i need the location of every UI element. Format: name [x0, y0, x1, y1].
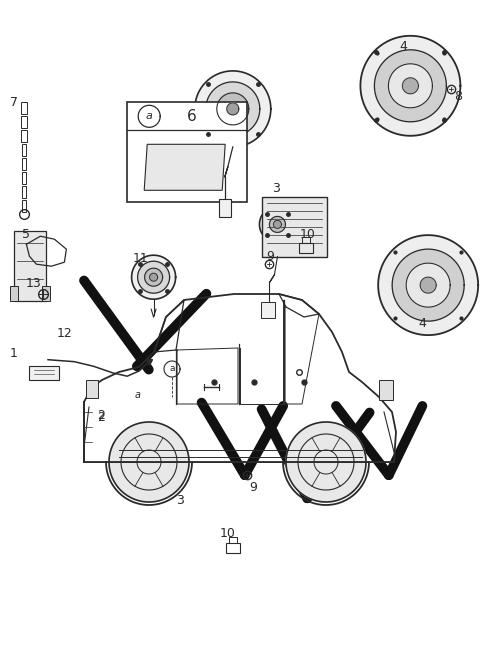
Text: 2: 2 [97, 409, 105, 422]
Polygon shape [388, 64, 432, 108]
Polygon shape [402, 78, 419, 94]
Text: 9: 9 [250, 480, 257, 494]
Text: 2: 2 [97, 411, 105, 424]
Polygon shape [144, 145, 225, 190]
Text: 4: 4 [419, 317, 426, 330]
Polygon shape [374, 50, 446, 122]
Polygon shape [206, 82, 260, 136]
Bar [299, 243, 312, 253]
Polygon shape [406, 263, 450, 307]
Text: 4: 4 [399, 40, 407, 53]
Text: 10: 10 [299, 228, 315, 241]
Bar [21, 116, 27, 128]
Polygon shape [274, 220, 281, 228]
Text: 6: 6 [187, 109, 197, 124]
Polygon shape [109, 422, 189, 502]
Text: a: a [169, 364, 175, 374]
Polygon shape [360, 36, 460, 136]
Polygon shape [286, 422, 366, 502]
Polygon shape [392, 249, 464, 321]
Text: 13: 13 [26, 277, 41, 290]
Bar [42, 286, 50, 301]
Polygon shape [269, 216, 286, 232]
Text: 5: 5 [23, 228, 30, 241]
Bar [226, 543, 240, 552]
Bar [14, 231, 47, 301]
Text: 10: 10 [219, 527, 236, 540]
Bar [22, 158, 26, 170]
Polygon shape [420, 277, 436, 293]
Polygon shape [378, 235, 478, 335]
Polygon shape [138, 261, 169, 293]
Polygon shape [150, 273, 157, 281]
Bar [22, 186, 26, 198]
Polygon shape [264, 211, 290, 238]
Polygon shape [260, 207, 295, 242]
Text: a: a [135, 389, 141, 400]
Text: 3: 3 [273, 182, 280, 195]
Bar [29, 366, 59, 380]
Text: 9: 9 [266, 249, 274, 263]
Text: 3: 3 [176, 494, 184, 507]
Text: 7: 7 [11, 96, 18, 109]
Polygon shape [132, 255, 176, 299]
Bar [22, 145, 26, 156]
Polygon shape [195, 71, 271, 147]
Bar [127, 102, 247, 203]
Polygon shape [144, 268, 163, 286]
Bar [23, 200, 25, 213]
Bar [22, 172, 26, 184]
Bar [262, 302, 276, 317]
Text: 8: 8 [455, 90, 462, 103]
Bar [219, 199, 231, 217]
Bar [86, 380, 98, 398]
Text: a: a [146, 112, 153, 121]
Text: 1: 1 [10, 346, 17, 360]
Bar [21, 102, 27, 114]
Bar [379, 380, 393, 400]
Text: 12: 12 [57, 327, 72, 340]
Polygon shape [227, 103, 239, 115]
Text: 11: 11 [132, 252, 148, 265]
Bar [22, 130, 26, 143]
Bar [262, 197, 326, 257]
Bar [11, 286, 18, 301]
Polygon shape [217, 93, 249, 125]
